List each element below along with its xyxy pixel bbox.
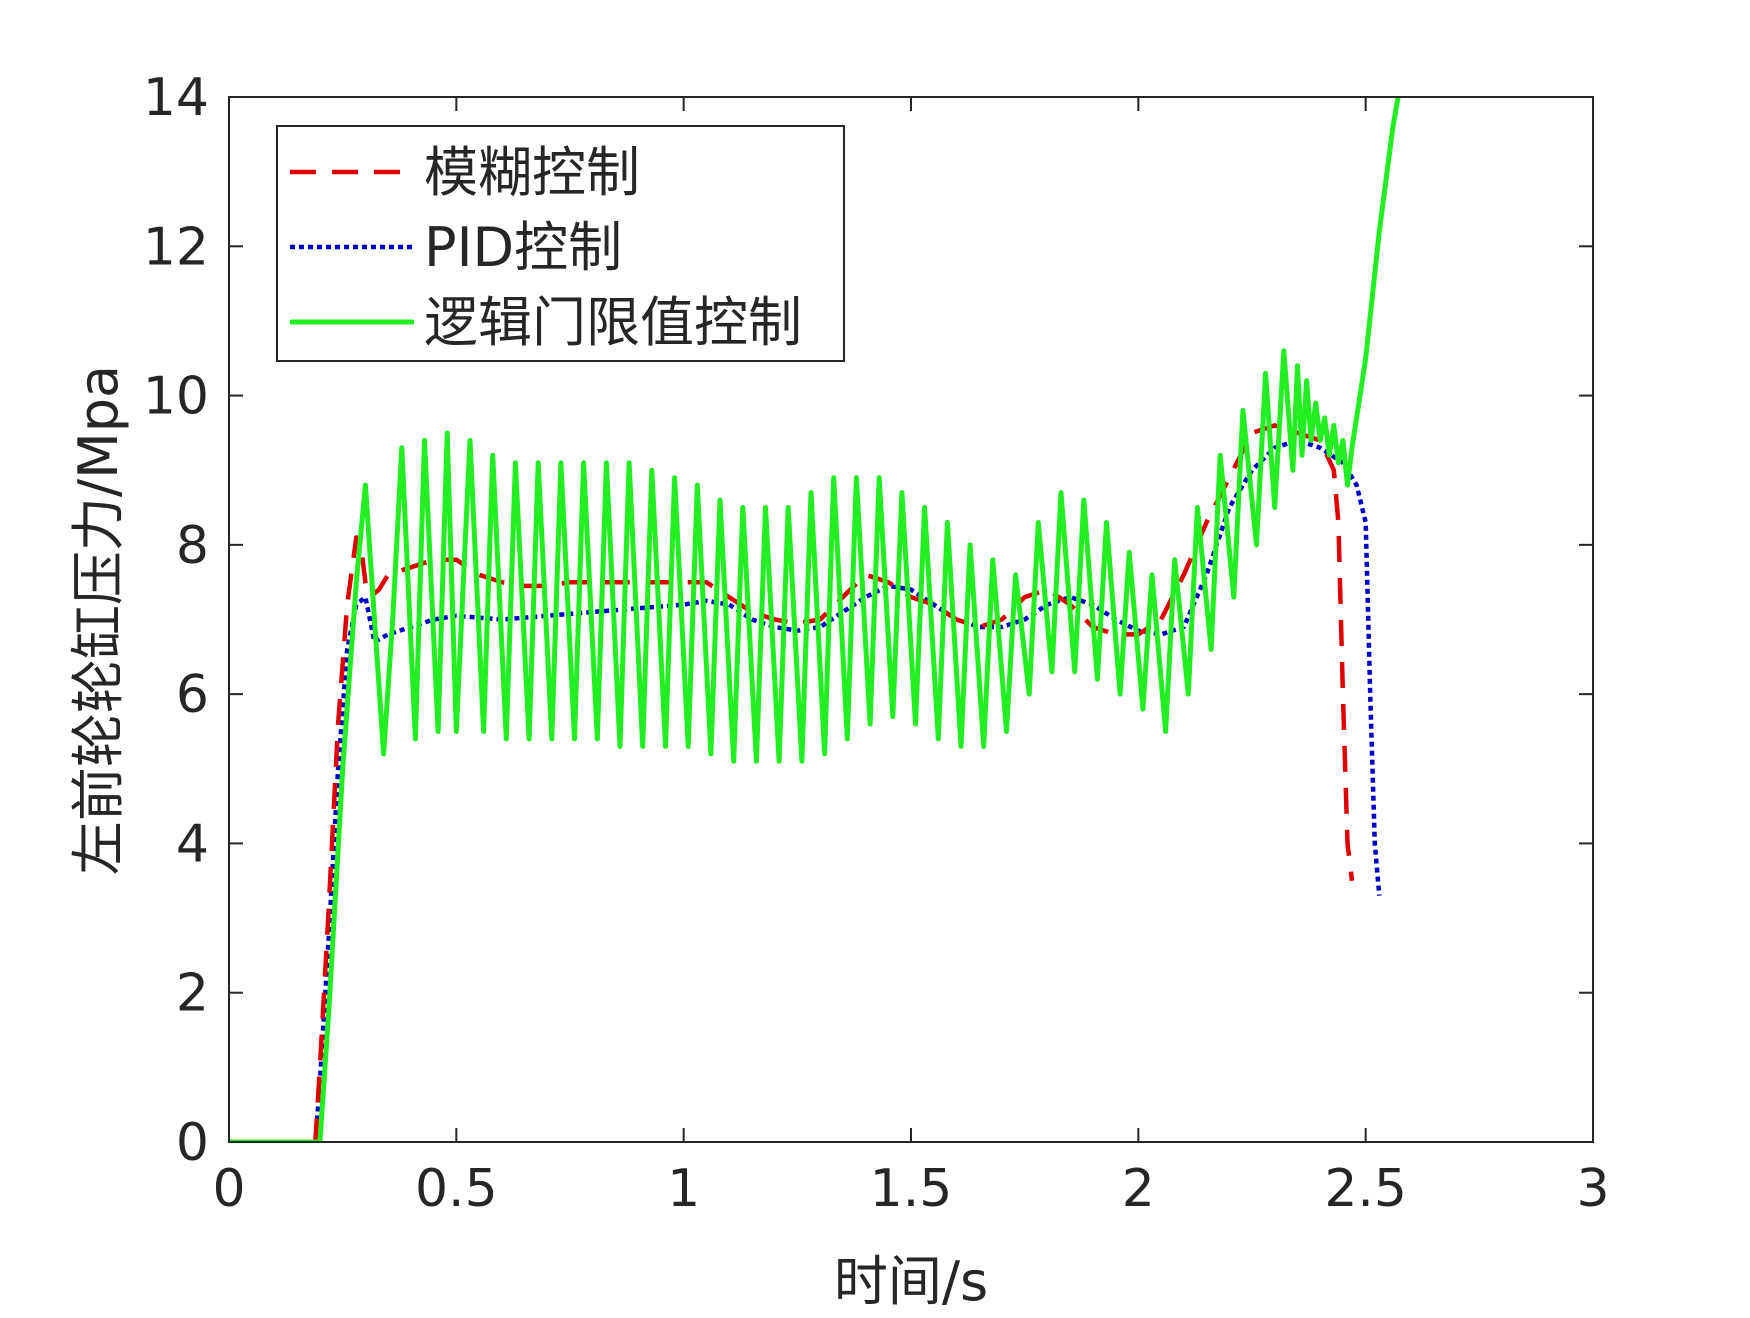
y-tick-label: 6 [176,665,209,725]
x-tick-label: 3 [1576,1159,1609,1219]
x-tick-label: 2 [1122,1159,1155,1219]
x-tick-label: 1 [667,1159,700,1219]
x-tick-label: 1.5 [870,1159,953,1219]
y-tick-label: 12 [143,217,209,277]
y-tick-label: 10 [143,367,209,427]
x-tick-label: 0.5 [415,1159,498,1219]
legend-label-2: 逻辑门限值控制 [424,291,802,354]
legend-label-0: 模糊控制 [424,141,640,204]
y-tick-label: 8 [176,516,209,576]
y-tick-label: 14 [143,68,209,128]
y-axis-label: 左前轮轮缸压力/Mpa [67,365,130,875]
series-line-2 [229,97,1401,1142]
x-axis-label: 时间/s [834,1250,988,1313]
series-layer [229,97,1401,1142]
x-tick-label: 2.5 [1324,1159,1407,1219]
legend-label-1: PID控制 [424,216,622,279]
y-tick-label: 0 [176,1113,209,1173]
y-tick-label: 2 [176,964,209,1024]
y-tick-label: 4 [176,814,209,874]
x-tick-label: 0 [212,1159,245,1219]
ticks-layer: 0 0.5 1 1.5 2 2.5 3 0 2 4 6 8 10 12 14 [143,68,1610,1219]
